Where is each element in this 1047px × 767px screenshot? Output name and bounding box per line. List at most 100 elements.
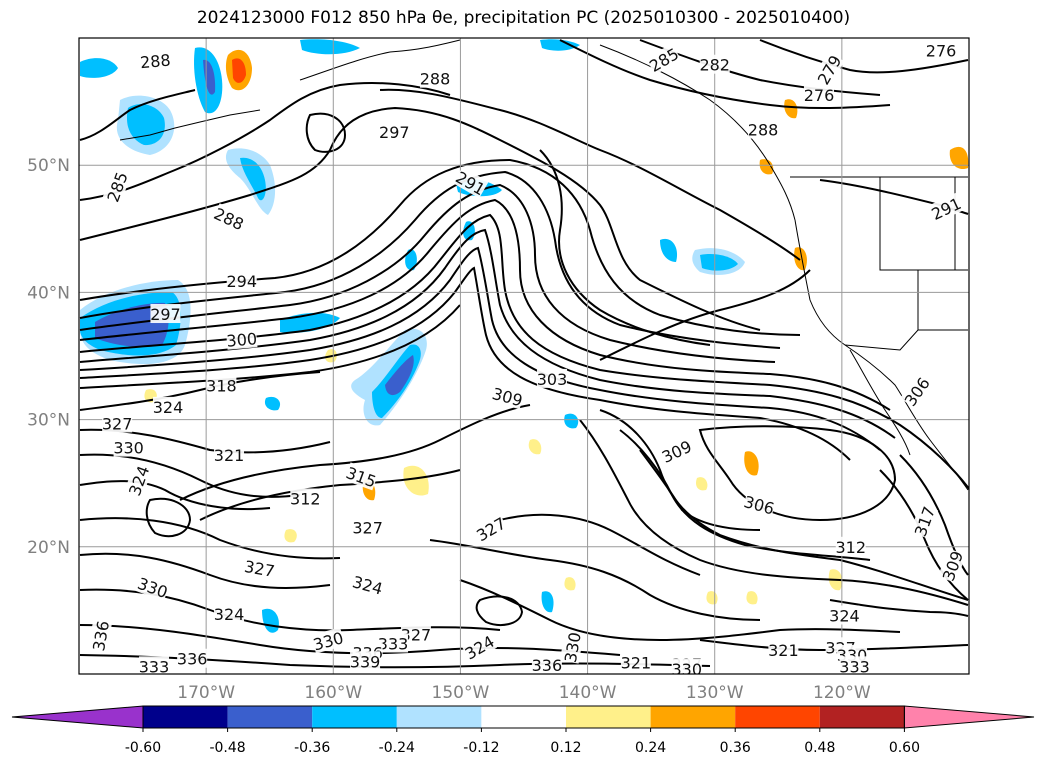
precip-area-red-nw (232, 58, 246, 83)
svg-text:327: 327 (401, 626, 432, 645)
contour-line (79, 228, 896, 439)
contour-label: 327 (401, 624, 432, 645)
coastline-west-us (794, 219, 969, 491)
colorbar-segment (650, 706, 736, 728)
contour-line (699, 639, 969, 652)
theta-e-contours (79, 39, 969, 669)
contour-line (305, 112, 347, 153)
svg-text:318: 318 (206, 376, 237, 395)
contour-label: 309 (658, 435, 695, 467)
svg-text:291: 291 (928, 194, 964, 224)
contour-label: 318 (206, 375, 237, 395)
contour-line (829, 599, 969, 617)
contour-label: 324 (214, 604, 244, 624)
svg-text:309: 309 (939, 548, 967, 583)
svg-text:306: 306 (742, 492, 776, 518)
contour-line (79, 170, 781, 349)
contour-label: 294 (226, 270, 257, 291)
contour-line (759, 39, 969, 74)
lat-tick-label: 30°N (27, 411, 70, 431)
contour-line (79, 106, 761, 331)
precip-area-orange-e1 (744, 451, 759, 476)
svg-text:339: 339 (350, 652, 381, 671)
contour-line (475, 595, 524, 626)
lat-tick-label: 40°N (27, 283, 70, 303)
contour-label: 285 (102, 169, 132, 205)
svg-text:306: 306 (901, 374, 934, 410)
svg-text:324: 324 (829, 606, 860, 625)
contour-line (639, 449, 761, 531)
lon-tick-label: 160°W (304, 683, 362, 703)
contour-label: 288 (748, 119, 779, 140)
contour-line (619, 429, 871, 561)
colorbar-segment (566, 706, 651, 728)
colorbar-tick-label: -0.24 (379, 740, 415, 756)
colorbar-frame (142, 705, 905, 729)
contour-label: 330 (671, 658, 702, 674)
svg-text:285: 285 (103, 169, 131, 204)
contour-line (879, 469, 969, 601)
colorbar: -0.60 -0.48 -0.36 -0.24 -0.12 0.12 0.24 0.36 0.4… (11, 705, 1035, 756)
colorbar-segment (735, 706, 820, 728)
contour-line (79, 552, 331, 589)
svg-text:279: 279 (814, 52, 846, 88)
svg-text:276: 276 (804, 86, 835, 105)
colorbar-tick-label: 0.36 (720, 740, 751, 756)
lon-tick-label: 150°W (432, 683, 490, 703)
precip-area-s2 (541, 591, 554, 613)
svg-text:309: 309 (659, 437, 695, 467)
contour-label: 300 (226, 328, 258, 351)
svg-text:282: 282 (699, 56, 730, 75)
border-states (879, 177, 968, 330)
contour-line (79, 654, 711, 669)
precip-area-nw2-core (126, 104, 165, 146)
contour-label: 321 (214, 445, 244, 465)
contour-label: 303 (537, 368, 567, 389)
lon-tick-label: 120°W (813, 683, 871, 703)
coastline-alaska (299, 39, 461, 81)
colorbar-segment (396, 706, 482, 728)
contour-line (79, 266, 851, 461)
contour-label: 330 (311, 627, 346, 655)
lon-tick-label: 130°W (686, 683, 744, 703)
precip-area-yellow-s6 (564, 577, 576, 591)
precip-area-ne1 (660, 238, 678, 262)
svg-text:288: 288 (211, 204, 247, 234)
contour-label: 330 (113, 437, 144, 458)
contour-line (499, 513, 701, 576)
contour-line (379, 88, 801, 261)
colorbar-extend-low (11, 705, 144, 729)
contour-label: 317 (909, 503, 939, 539)
svg-text:297: 297 (150, 305, 181, 324)
svg-text:288: 288 (748, 121, 779, 140)
contour-label: 315 (343, 462, 379, 491)
contour-label: 297 (379, 122, 410, 142)
svg-text:336: 336 (89, 619, 113, 652)
coastline-aleutians (119, 109, 261, 141)
precip-area-blue-s11 (405, 249, 417, 271)
lat-lon-grid (79, 38, 969, 674)
contour-line (599, 269, 811, 361)
svg-text:336: 336 (532, 656, 563, 675)
svg-text:330: 330 (135, 574, 170, 602)
contour-line (539, 149, 711, 346)
svg-text:294: 294 (226, 272, 257, 291)
contour-label: 321 (621, 652, 651, 673)
svg-text:324: 324 (350, 572, 384, 598)
svg-text:324: 324 (125, 463, 153, 498)
colorbar-tick-label: 0.60 (889, 740, 920, 756)
contour-line (698, 425, 897, 522)
coastline-bc (599, 44, 796, 221)
svg-text:330: 330 (561, 631, 585, 664)
precip-area-blue-s10 (564, 413, 579, 429)
colorbar-tick-label: 0.24 (635, 740, 666, 756)
precip-area-s1 (262, 608, 279, 633)
contour-label: 309 (490, 383, 525, 410)
contour-label: 276 (926, 40, 956, 61)
colorbar-tick-label: -0.48 (209, 740, 245, 756)
contour-line (79, 246, 881, 451)
colorbar-extend-high (903, 705, 1035, 729)
contour-label: 282 (699, 54, 730, 75)
contour-label: 333 (139, 656, 169, 674)
contour-label: 312 (835, 536, 866, 557)
